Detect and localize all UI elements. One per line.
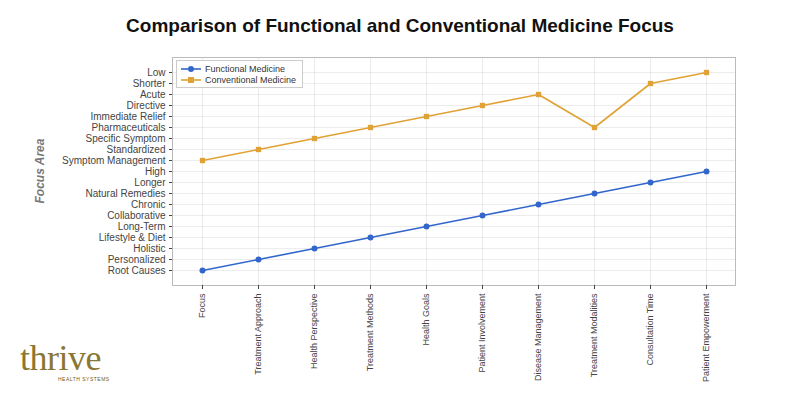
svg-text:Pharmaceuticals: Pharmaceuticals: [92, 122, 166, 133]
svg-text:Natural Remedies: Natural Remedies: [85, 188, 165, 199]
html-text:Functional Medicine: Functional Medicine: [205, 63, 285, 74]
svg-text:Shorter: Shorter: [133, 78, 166, 89]
svg-text:Personalized: Personalized: [108, 254, 166, 265]
html-text:Focus Area: Focus Area: [33, 138, 47, 204]
svg-text:Health Goals: Health Goals: [421, 293, 431, 346]
svg-text:Holistic: Holistic: [133, 243, 165, 254]
svg-text:Low: Low: [147, 67, 166, 78]
svg-text:Patient Empowerment: Patient Empowerment: [701, 293, 711, 382]
svg-text:Consultation Time: Consultation Time: [645, 294, 655, 366]
svg-text:Collaborative: Collaborative: [107, 210, 166, 221]
svg-text:Root Causes: Root Causes: [108, 265, 166, 276]
svg-text:Focus: Focus: [197, 293, 207, 318]
svg-text:Patient Involvement: Patient Involvement: [477, 293, 487, 373]
svg-text:Acute: Acute: [140, 89, 166, 100]
html-text:Conventional Medicine: Conventional Medicine: [205, 74, 297, 85]
html-text:Comparison of Functional and C: Comparison of Functional and Conventiona…: [126, 15, 674, 36]
svg-text:Long-Term: Long-Term: [118, 221, 166, 232]
svg-text:Treatment Modalities: Treatment Modalities: [589, 293, 599, 377]
svg-text:Specific Symptom: Specific Symptom: [85, 133, 165, 144]
svg-text:Immediate Relief: Immediate Relief: [90, 111, 165, 122]
svg-text:Longer: Longer: [134, 177, 166, 188]
svg-text:Treatment Methods: Treatment Methods: [365, 293, 375, 371]
svg-text:Lifestyle & Diet: Lifestyle & Diet: [99, 232, 166, 243]
svg-text:Chronic: Chronic: [131, 199, 165, 210]
html-text:thrive: thrive: [20, 338, 101, 378]
svg-text:Symptom Management: Symptom Management: [62, 155, 166, 166]
svg-text:Health Perspective: Health Perspective: [309, 294, 319, 370]
svg-text:Disease Management: Disease Management: [533, 293, 543, 381]
svg-text:High: High: [145, 166, 166, 177]
svg-text:Directive: Directive: [127, 100, 166, 111]
svg-text:Treatment Approach: Treatment Approach: [253, 294, 263, 375]
svg-text:Standardized: Standardized: [107, 144, 166, 155]
html-text:HEALTH SYSTEMS: HEALTH SYSTEMS: [58, 376, 110, 382]
